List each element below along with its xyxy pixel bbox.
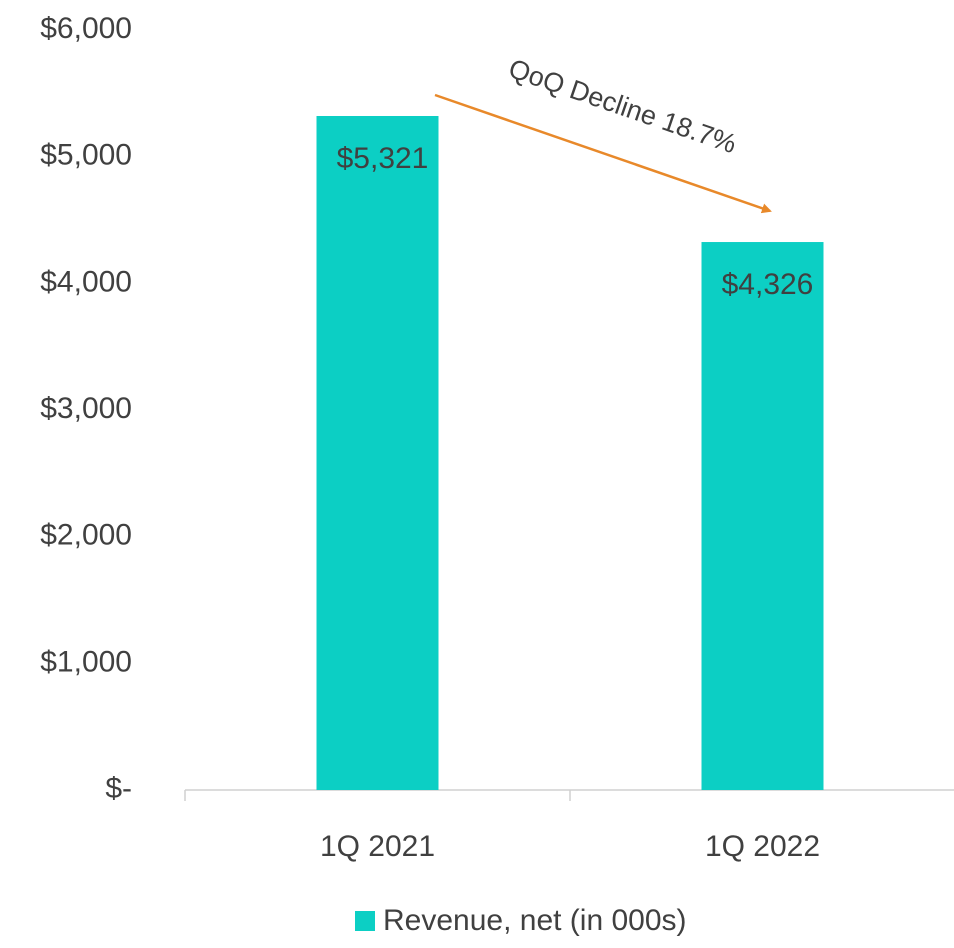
data-label: $4,326 [722, 268, 814, 301]
data-label: $5,321 [337, 142, 429, 175]
bar [316, 116, 439, 791]
legend-label: Revenue, net (in 000s) [383, 904, 687, 937]
y-tick-label: $6,000 [40, 12, 132, 45]
x-tick-label: 1Q 2021 [320, 830, 435, 863]
y-tick-label: $4,000 [40, 265, 132, 298]
bar [701, 242, 824, 791]
annotation: QoQ Decline 18.7% [505, 53, 740, 159]
y-tick-label: $3,000 [40, 392, 132, 425]
x-tick-label: 1Q 2022 [705, 830, 820, 863]
annotation-arrow [434, 93, 772, 214]
legend-swatch [355, 911, 375, 931]
y-tick-label: $5,000 [40, 139, 132, 172]
y-tick-label: $2,000 [40, 519, 132, 552]
y-tick-label: $- [105, 772, 132, 805]
y-tick-label: $1,000 [40, 645, 132, 678]
